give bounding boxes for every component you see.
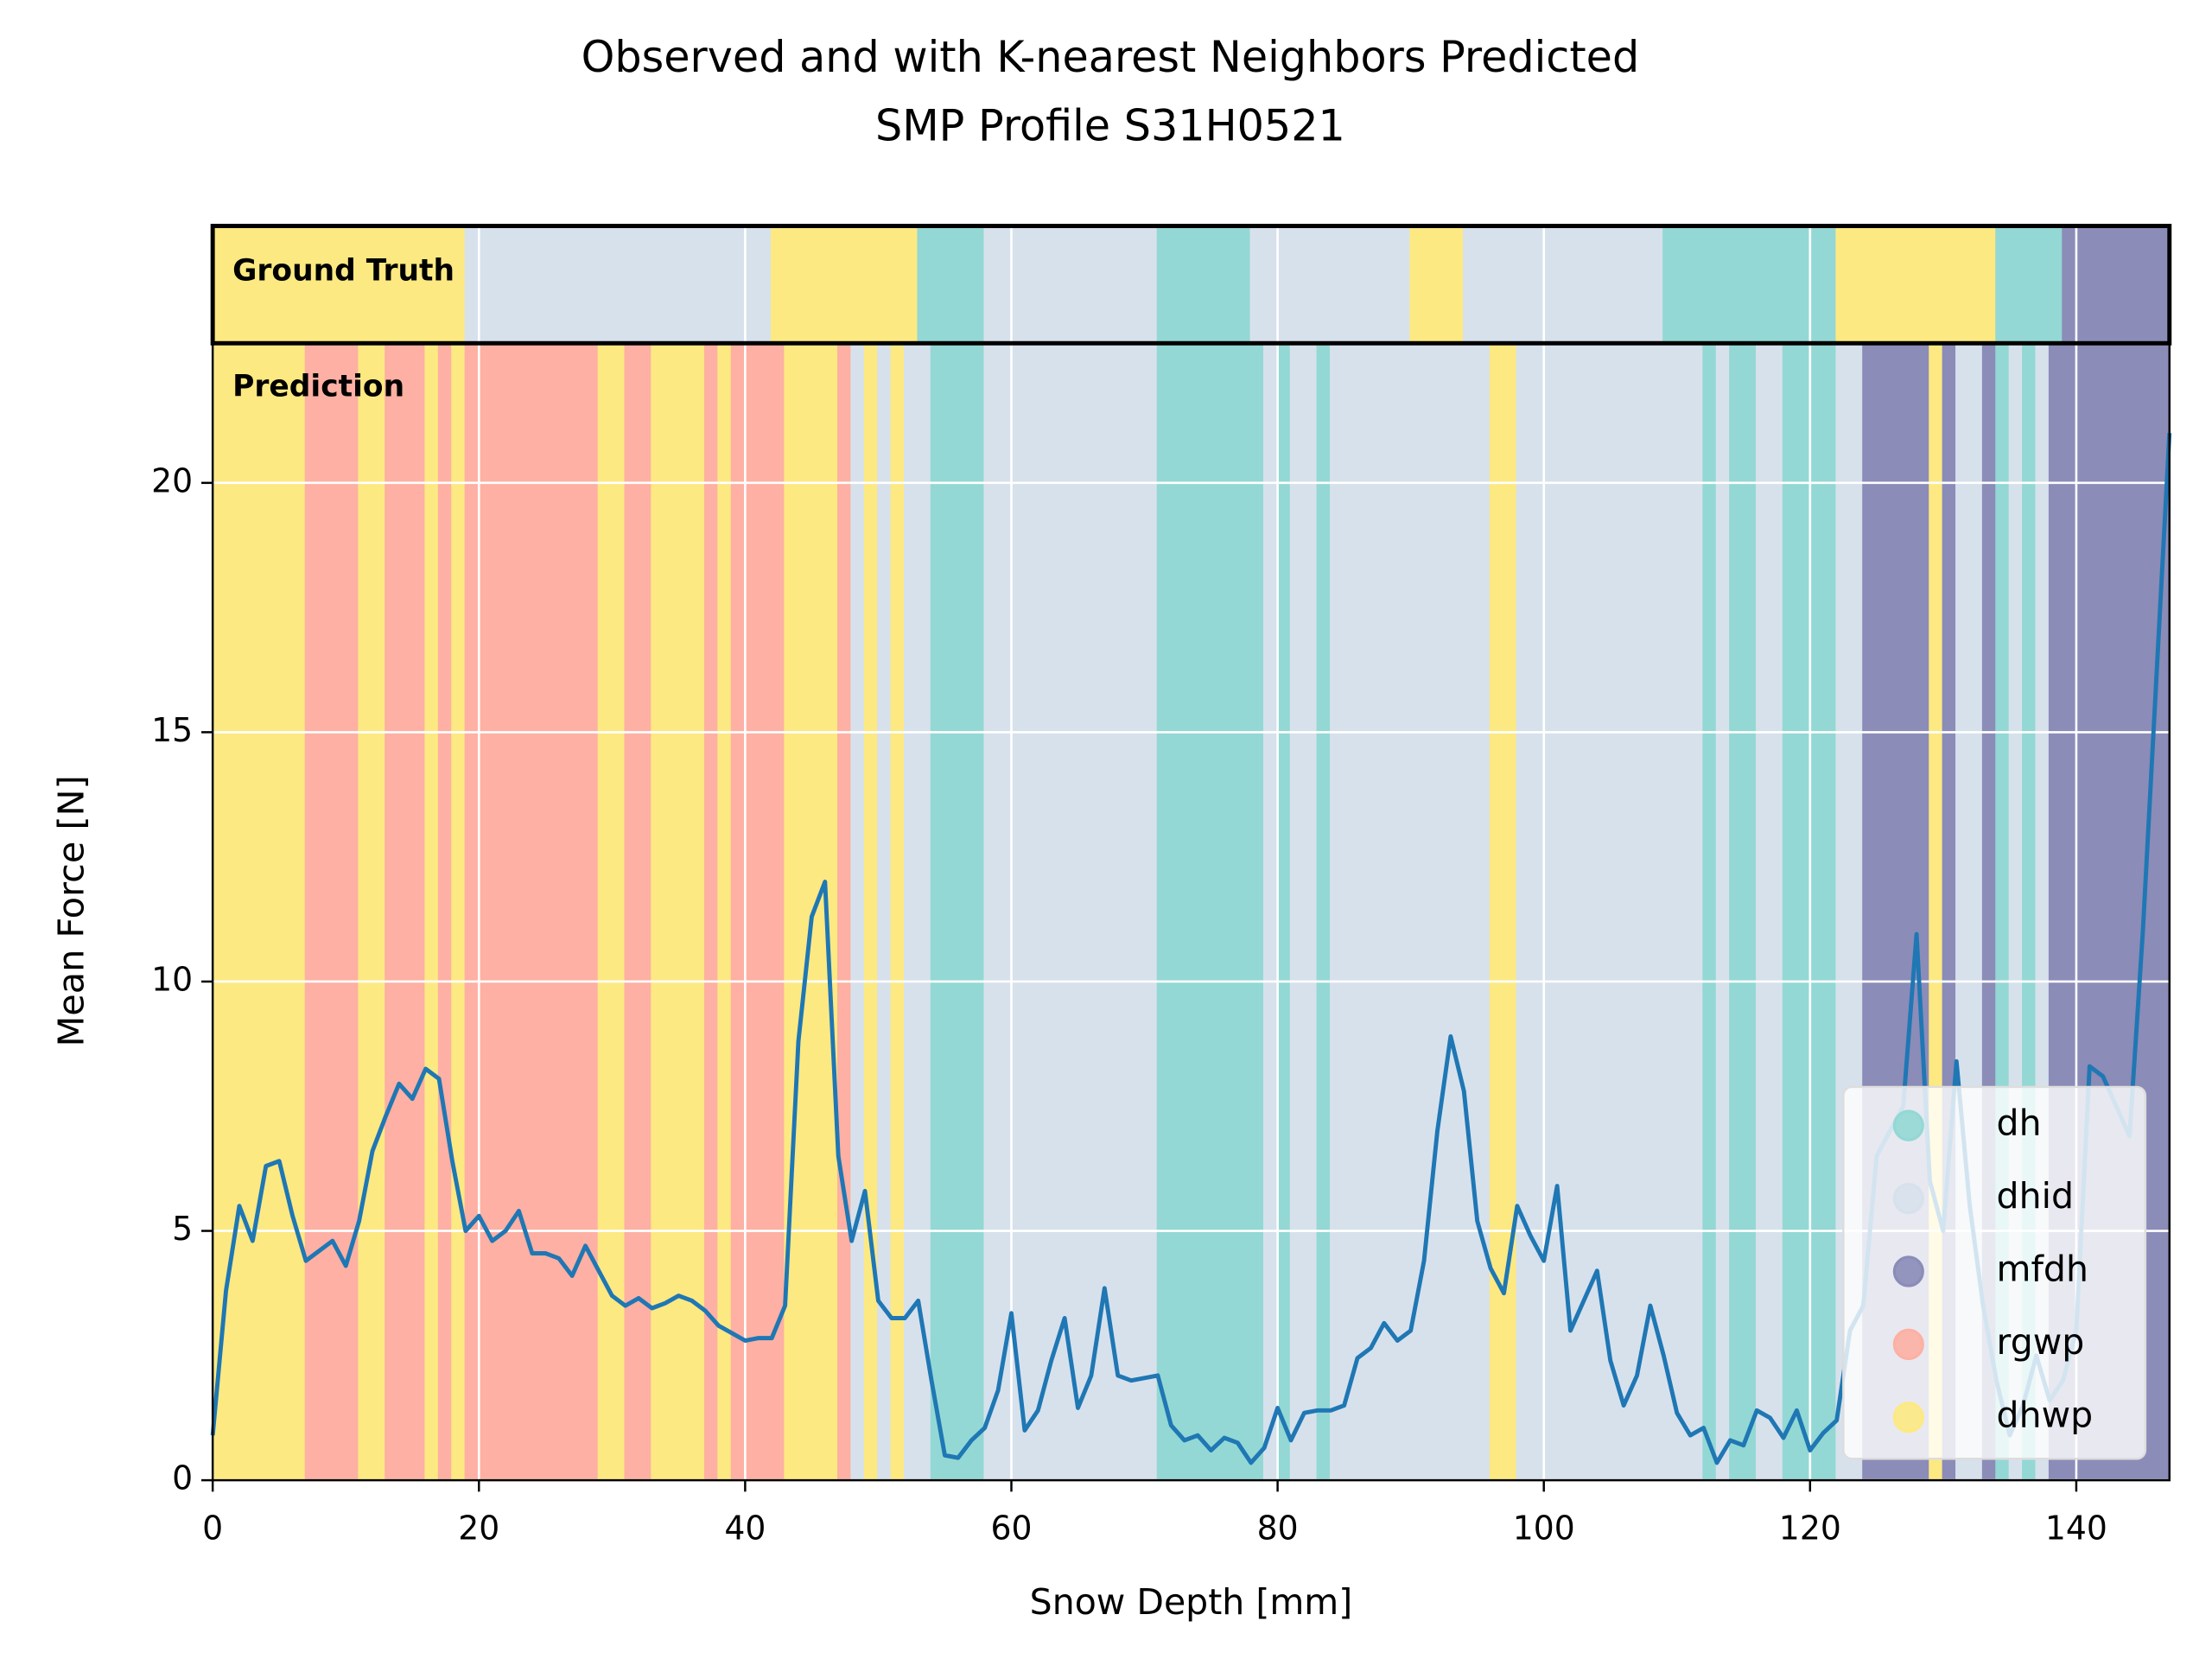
segment: [2062, 225, 2171, 345]
segment: [1463, 225, 1665, 345]
segment: [1729, 342, 1758, 1482]
segment: [836, 342, 853, 1482]
x-tick-label: 120: [1779, 1509, 1841, 1547]
axes: 0 20 40 60 80 100 120 140 0 5 10 15 20: [151, 224, 2172, 1548]
y-tick-label: 15: [151, 711, 193, 749]
panel-frame: [210, 224, 2172, 346]
x-tick-label: 40: [724, 1509, 766, 1547]
legend-label: mfdh: [1997, 1248, 2088, 1289]
segment: [1329, 342, 1492, 1482]
segment: [1715, 342, 1732, 1482]
segment: [464, 342, 601, 1482]
segment: [1262, 342, 1279, 1482]
segment: [1156, 225, 1253, 345]
segment: [983, 342, 1160, 1482]
chart-title: SMP Profile S31H0521: [875, 100, 1345, 150]
x-tick-label: 80: [1257, 1509, 1299, 1547]
segment: [1662, 225, 1838, 345]
segment: [917, 225, 986, 345]
y-tick-label: 20: [151, 461, 193, 499]
segment: [930, 342, 986, 1482]
segment: [1156, 342, 1266, 1482]
chart-title: Observed and with K-nearest Neighbors Pr…: [582, 32, 1640, 82]
legend-marker: [1892, 1328, 1924, 1361]
segment: [717, 342, 734, 1482]
legend-label: dhid: [1997, 1175, 2074, 1217]
segment: [770, 225, 919, 345]
legend-label: rgwp: [1997, 1321, 2085, 1363]
segment: [850, 342, 867, 1482]
segment: [437, 342, 454, 1482]
segment: [1702, 342, 1719, 1482]
segment: [1289, 342, 1319, 1482]
segment: [1516, 342, 1705, 1482]
prediction-panel: [211, 342, 2171, 1482]
segment: [424, 342, 441, 1482]
panel-label: Prediction: [232, 369, 404, 404]
segment: [1995, 225, 2064, 345]
segment: [1489, 342, 1519, 1482]
legend: dh dhid mfdh rgwp dhwp: [1842, 1085, 2147, 1460]
segment: [1835, 225, 1998, 345]
x-axis-label: Snow Depth [mm]: [1030, 1581, 1353, 1623]
segment: [385, 342, 427, 1482]
segment: [304, 342, 360, 1482]
segment: [1316, 342, 1332, 1482]
y-axis-label: Mean Force [N]: [50, 775, 92, 1046]
x-tick-label: 0: [202, 1509, 223, 1547]
legend-marker: [1892, 1255, 1924, 1287]
ground-truth-panel: [211, 225, 2171, 345]
x-tick-label: 100: [1513, 1509, 1575, 1547]
x-tick-label: 140: [2045, 1509, 2107, 1547]
segment: [730, 342, 786, 1482]
segment: [1249, 225, 1412, 345]
legend-marker: [1892, 1402, 1924, 1433]
segment: [451, 342, 467, 1482]
legend-marker: [1892, 1182, 1924, 1215]
panel-label: Ground Truth: [232, 253, 454, 288]
segment: [651, 342, 707, 1482]
y-tick-label: 10: [151, 960, 193, 998]
segment: [624, 342, 653, 1482]
x-tick-label: 20: [458, 1509, 499, 1547]
x-tick-label: 60: [990, 1509, 1032, 1547]
legend-label: dh: [1997, 1103, 2042, 1144]
segment: [890, 342, 906, 1482]
segment: [464, 225, 773, 345]
legend-marker: [1892, 1109, 1924, 1141]
segment: [211, 342, 308, 1482]
y-tick-label: 5: [172, 1210, 193, 1248]
segment: [1755, 342, 1785, 1482]
segment: [1409, 225, 1465, 345]
segment: [211, 225, 467, 345]
segment: [597, 342, 626, 1482]
y-tick-label: 0: [172, 1459, 193, 1497]
segment: [358, 342, 387, 1482]
segment: [1276, 342, 1293, 1482]
segment: [703, 342, 720, 1482]
segment: [863, 342, 880, 1482]
legend-box: [1842, 1085, 2147, 1460]
legend-label: dhwp: [1997, 1394, 2094, 1435]
